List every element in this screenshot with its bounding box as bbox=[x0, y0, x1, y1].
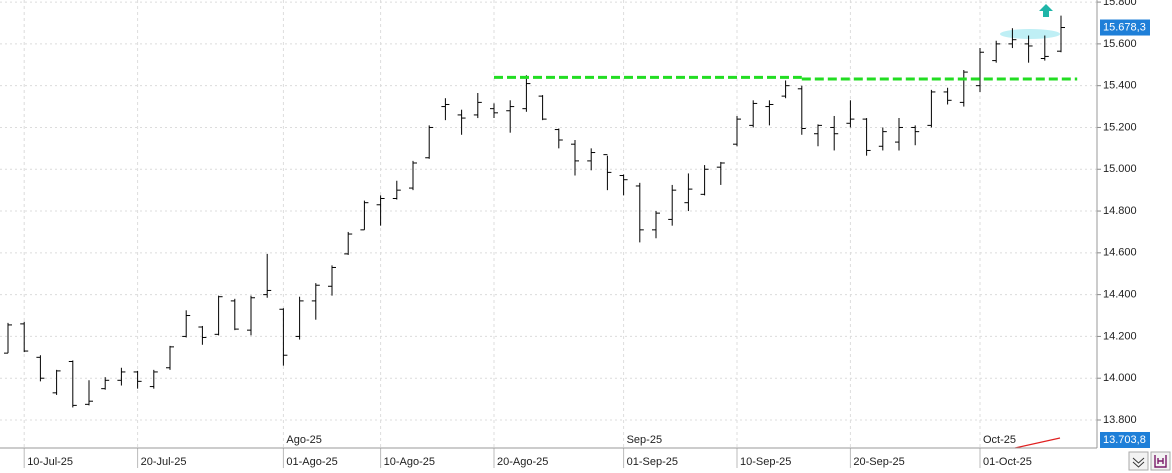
x-tick-label: 10-Jul-25 bbox=[27, 456, 73, 468]
x-tick-label: 10-Ago-25 bbox=[384, 456, 435, 468]
x-tick-label: 10-Sep-25 bbox=[740, 456, 791, 468]
month-label: Sep-25 bbox=[627, 434, 662, 446]
up-arrow bbox=[1039, 4, 1053, 17]
y-tick-label: 14.400 bbox=[1103, 289, 1137, 301]
x-tick-label: 20-Jul-25 bbox=[141, 456, 187, 468]
h-icon bbox=[1154, 455, 1167, 468]
chevron-icon bbox=[1132, 457, 1145, 468]
month-label: Oct-25 bbox=[983, 434, 1016, 446]
marks bbox=[4, 15, 1078, 408]
y-tick-label: 14.800 bbox=[1103, 205, 1137, 217]
price-marker-label: 15.678,3 bbox=[1103, 21, 1146, 33]
collapse-button[interactable] bbox=[1128, 451, 1149, 471]
indicator-line bbox=[1014, 437, 1061, 449]
x-tick-label: 20-Ago-25 bbox=[497, 456, 548, 468]
y-tick-label: 15.800 bbox=[1103, 0, 1137, 8]
y-tick-label: 15.000 bbox=[1103, 163, 1137, 175]
y-tick-label: 15.200 bbox=[1103, 121, 1137, 133]
y-tick-label: 15.600 bbox=[1103, 38, 1137, 50]
price-marker-label: 13.703,8 bbox=[1103, 434, 1146, 446]
month-label: Ago-25 bbox=[286, 434, 321, 446]
y-tick-label: 14.200 bbox=[1103, 330, 1137, 342]
x-tick-label: 20-Sep-25 bbox=[853, 456, 904, 468]
price-marker bbox=[1100, 19, 1150, 36]
y-tick-label: 14.000 bbox=[1103, 372, 1137, 384]
x-tick-label: 01-Sep-25 bbox=[627, 456, 678, 468]
y-tick-label: 13.800 bbox=[1103, 414, 1137, 426]
y-tick-label: 14.600 bbox=[1103, 247, 1137, 259]
x-tick-label: 01-Oct-25 bbox=[983, 456, 1032, 468]
price-marker bbox=[1100, 432, 1150, 448]
highlight bbox=[1000, 29, 1060, 39]
x-tick-label: 01-Ago-25 bbox=[286, 456, 337, 468]
y-tick-label: 15.400 bbox=[1103, 80, 1137, 92]
